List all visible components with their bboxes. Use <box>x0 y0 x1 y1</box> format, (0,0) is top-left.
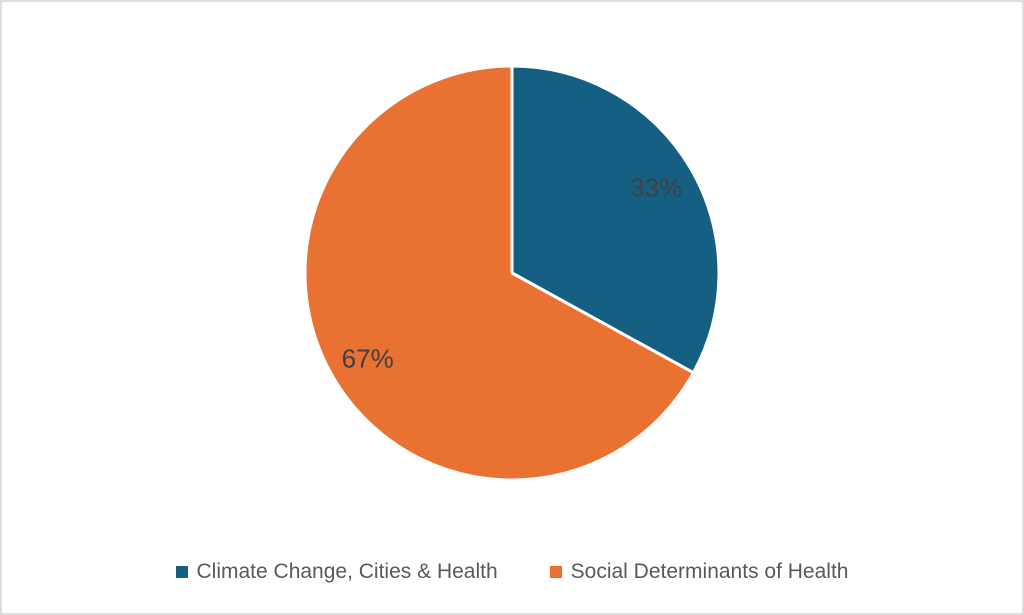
pie-slice-0 <box>510 64 721 375</box>
pie-data-label-0: 33% <box>630 173 682 203</box>
legend-label: Social Determinants of Health <box>570 560 849 583</box>
legend-item-1: Social Determinants of Health <box>549 559 849 584</box>
legend-label: Climate Change, Cities & Health <box>196 560 498 583</box>
chart-legend: Climate Change, Cities & Health Social De… <box>2 559 1022 584</box>
legend-item-0: Climate Change, Cities & Health <box>175 559 498 584</box>
legend-swatch-icon <box>175 565 188 578</box>
pie-slice-1 <box>303 64 695 482</box>
legend-swatch-icon <box>549 565 562 578</box>
pie-data-label-1: 67% <box>342 343 394 373</box>
